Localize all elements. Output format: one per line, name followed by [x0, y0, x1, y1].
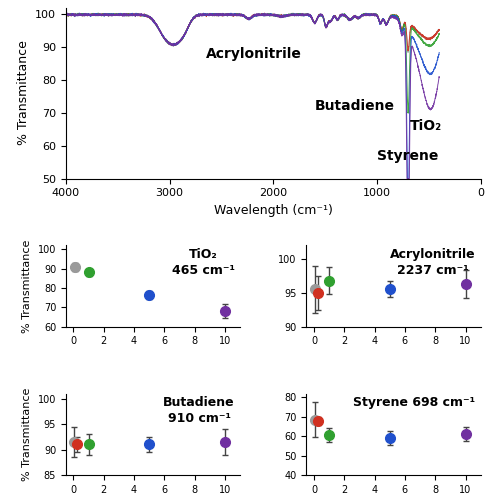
Text: Acrylonitrile: Acrylonitrile	[206, 46, 302, 60]
Y-axis label: % Transmittance: % Transmittance	[22, 388, 32, 481]
Text: TiO₂
465 cm⁻¹: TiO₂ 465 cm⁻¹	[172, 248, 235, 277]
Text: Styrene: Styrene	[377, 148, 438, 162]
Text: Butadiene
910 cm⁻¹: Butadiene 910 cm⁻¹	[163, 396, 235, 425]
Y-axis label: % Transmittance: % Transmittance	[22, 240, 32, 332]
Text: Styrene 698 cm⁻¹: Styrene 698 cm⁻¹	[353, 396, 475, 409]
X-axis label: Wavelength (cm⁻¹): Wavelength (cm⁻¹)	[214, 204, 333, 217]
Text: Butadiene: Butadiene	[315, 99, 395, 113]
Text: Acrylonitrile
2237 cm⁻¹: Acrylonitrile 2237 cm⁻¹	[390, 248, 475, 277]
Text: TiO₂: TiO₂	[410, 119, 442, 133]
Y-axis label: % Transmittance: % Transmittance	[17, 40, 30, 146]
